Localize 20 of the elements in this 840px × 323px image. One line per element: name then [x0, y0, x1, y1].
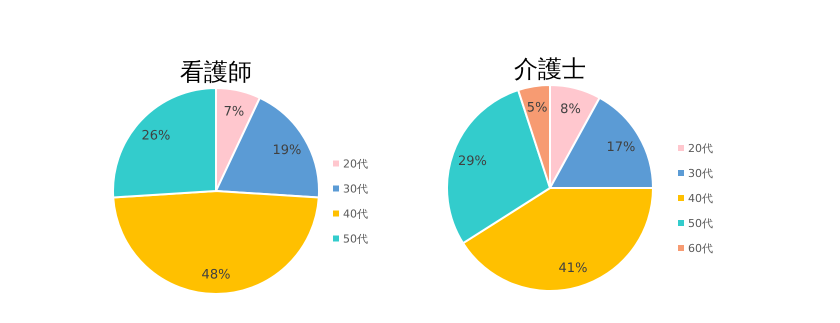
- data-label: 48%: [202, 267, 230, 282]
- legend-label: 30代: [688, 167, 713, 180]
- legend-label: 30代: [343, 182, 368, 196]
- data-label: 8%: [560, 102, 581, 118]
- data-label: 17%: [606, 140, 636, 156]
- chart-title: 看護師: [180, 58, 252, 86]
- legend-label: 50代: [343, 232, 368, 246]
- legend-label: 20代: [343, 158, 368, 170]
- data-label: 41%: [558, 261, 588, 276]
- data-label: 7%: [224, 104, 244, 120]
- data-label: 19%: [272, 143, 302, 158]
- legend-label: 40代: [343, 208, 368, 220]
- legend-label: 40代: [688, 192, 713, 205]
- data-label: 26%: [141, 128, 170, 144]
- legend-label: 20代: [688, 142, 713, 155]
- legend-label: 60代: [688, 242, 713, 255]
- chart-title: 介護士: [514, 55, 586, 83]
- data-label: 29%: [458, 154, 487, 170]
- data-label: 5%: [526, 100, 548, 116]
- legend-label: 50代: [688, 217, 713, 230]
